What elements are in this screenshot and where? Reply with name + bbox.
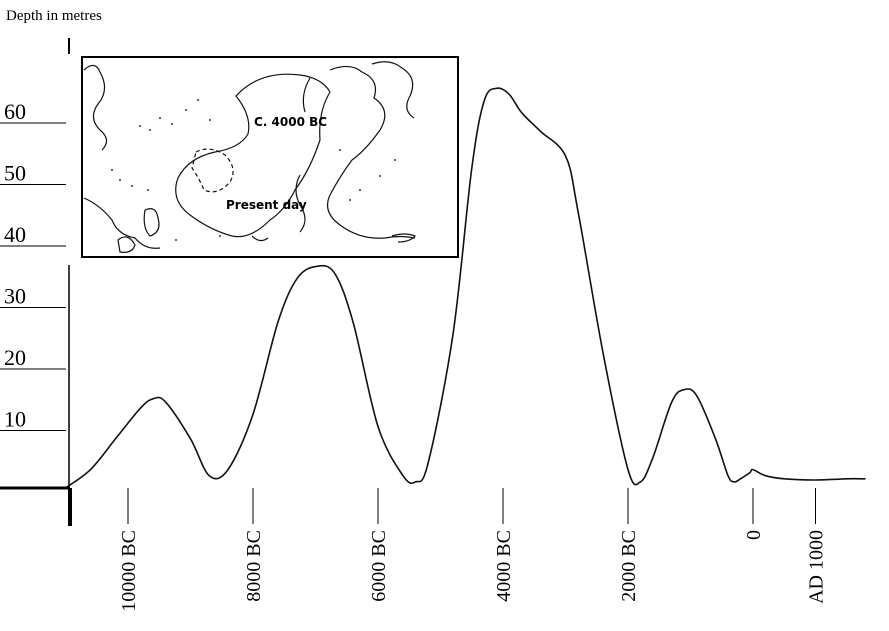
x-tick-label-3: 4000 BC — [493, 530, 515, 602]
y-tick-label-10: 10 — [4, 407, 26, 432]
x-tick-label-4: 2000 BC — [618, 530, 640, 602]
y-tick-label-30: 30 — [4, 284, 26, 309]
y-tick-label-50: 50 — [4, 161, 26, 186]
x-tick-label-1: 8000 BC — [243, 530, 265, 602]
y-tick-label-60: 60 — [4, 99, 26, 124]
y-tick-label-20: 20 — [4, 345, 26, 370]
inset-dots — [111, 99, 396, 241]
depth-curve — [65, 87, 866, 489]
x-tick-label-0: 10000 BC — [118, 530, 140, 612]
y-ticks: 10 20 30 40 50 60 — [0, 99, 66, 432]
inset-map: C. 4000 BC Present day — [81, 56, 459, 258]
inset-coastlines — [83, 61, 416, 253]
x-tick-label-2: 6000 BC — [368, 530, 390, 602]
y-axis-title: Depth in metres — [6, 8, 102, 24]
y-tick-label-40: 40 — [4, 222, 26, 247]
x-tick-label-6: AD 1000 — [806, 530, 828, 604]
inset-label-present: Present day — [226, 198, 307, 212]
inset-map-frame — [81, 56, 459, 258]
x-ticks: 10000 BC 8000 BC 6000 BC 4000 BC 2000 BC 0 AD … — [118, 488, 828, 612]
x-tick-label-5: 0 — [743, 530, 765, 540]
inset-label-past: C. 4000 BC — [254, 115, 327, 129]
